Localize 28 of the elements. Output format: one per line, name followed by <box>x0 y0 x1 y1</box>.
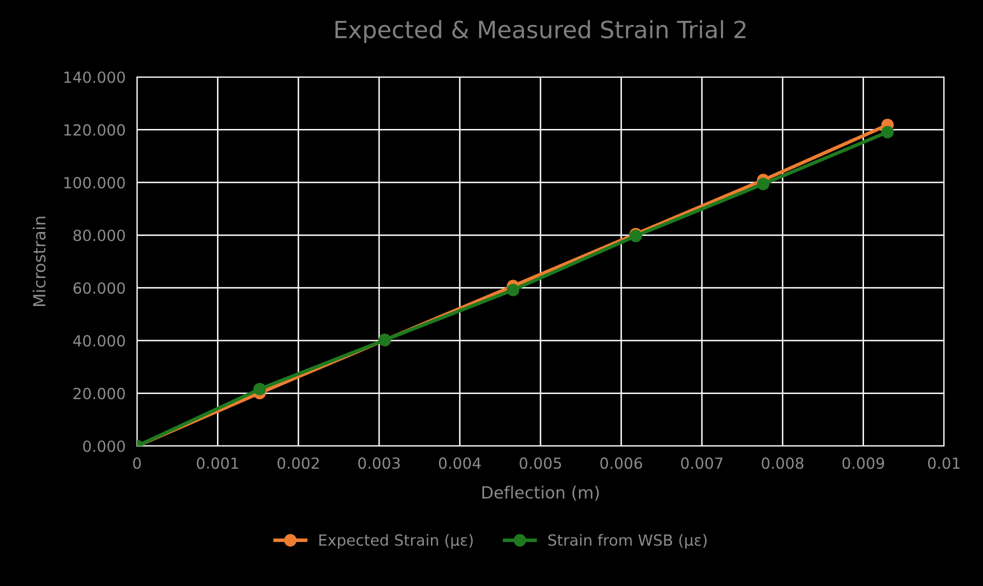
y-tick-label: 80.000 <box>73 230 125 242</box>
y-tick-label: 40.000 <box>73 335 125 347</box>
y-tick-label: 140.000 <box>64 71 125 84</box>
x-tick-label: 0.003 <box>358 457 400 469</box>
x-tick-label: 0.001 <box>196 457 238 469</box>
point <box>253 382 266 396</box>
y-tick-label: 60.000 <box>74 282 125 294</box>
x-tick-label: 0.002 <box>278 457 319 469</box>
y-axis-title: Microstrain <box>32 216 46 306</box>
x-tick-label: 0.007 <box>681 457 722 469</box>
y-tick-label: 20.000 <box>74 388 125 400</box>
legend-label: Expected Strain (με) <box>319 534 473 549</box>
x-axis-title: Deflection (m) <box>482 486 599 501</box>
y-tick-label: 100.000 <box>64 176 125 188</box>
x-tick-label: 0.006 <box>600 457 642 469</box>
x-tick-label: 0.005 <box>520 457 562 469</box>
x-tick-label: 0.004 <box>438 457 481 469</box>
point <box>506 284 520 296</box>
x-tick-label: 0.01 <box>928 457 960 469</box>
x-tick-label: 0 <box>133 457 141 469</box>
x-tick-label: 0.009 <box>842 457 884 469</box>
y-tick-label: 0.000 <box>83 440 125 452</box>
chart-title: Expected & Measured Strain Trial 2 <box>336 20 746 44</box>
point <box>881 126 894 138</box>
x-tick-label: 0.008 <box>762 457 804 469</box>
point <box>756 178 770 190</box>
legend-label: Strain from WSB (με) <box>548 534 707 549</box>
y-tick-label: 120.000 <box>64 124 125 136</box>
